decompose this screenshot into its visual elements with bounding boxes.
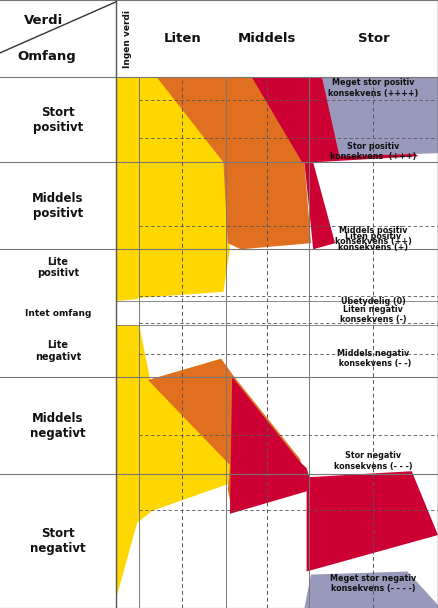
- Text: Stor positiv
konsekvens  (+++): Stor positiv konsekvens (+++): [330, 142, 417, 161]
- Text: Liten: Liten: [163, 32, 201, 45]
- Text: Stor: Stor: [357, 32, 389, 45]
- Text: Middels: Middels: [238, 32, 297, 45]
- Text: Middels
negativt: Middels negativt: [30, 412, 86, 440]
- Text: Ingen verdi: Ingen verdi: [123, 10, 132, 67]
- Text: Stor negativ
konsekvens (- - -): Stor negativ konsekvens (- - -): [334, 451, 413, 471]
- Text: Stort
positivt: Stort positivt: [33, 106, 83, 134]
- Polygon shape: [322, 77, 438, 156]
- Text: Middels negativ
 konsekvens (- -): Middels negativ konsekvens (- -): [336, 349, 411, 368]
- Text: Intet omfang: Intet omfang: [25, 309, 91, 317]
- Text: Ubetydelig (0): Ubetydelig (0): [341, 297, 406, 306]
- Text: Lite
negativt: Lite negativt: [35, 340, 81, 362]
- Polygon shape: [230, 377, 313, 514]
- Polygon shape: [116, 325, 232, 599]
- Text: Middels
positivt: Middels positivt: [32, 192, 84, 220]
- Text: Stort
negativt: Stort negativt: [30, 527, 86, 555]
- Text: Meget stor negativ
konsekvens (- - - -): Meget stor negativ konsekvens (- - - -): [330, 574, 417, 593]
- Polygon shape: [307, 471, 438, 572]
- Text: Verdi: Verdi: [24, 14, 64, 27]
- Text: Liten positiv
konsekvens (+): Liten positiv konsekvens (+): [338, 232, 409, 252]
- Text: Liten negativ
konsekvens (-): Liten negativ konsekvens (-): [340, 305, 407, 324]
- Text: Omfang: Omfang: [18, 50, 76, 63]
- Text: Meget stor positiv
konsekvens (++++): Meget stor positiv konsekvens (++++): [328, 78, 419, 98]
- Polygon shape: [157, 77, 311, 249]
- Polygon shape: [304, 572, 438, 608]
- Polygon shape: [252, 77, 418, 162]
- Polygon shape: [148, 359, 309, 511]
- Polygon shape: [116, 77, 230, 301]
- Text: Middels positiv
konsekvens (++): Middels positiv konsekvens (++): [335, 226, 412, 246]
- Text: Lite
positivt: Lite positivt: [37, 257, 79, 278]
- Polygon shape: [304, 162, 335, 249]
